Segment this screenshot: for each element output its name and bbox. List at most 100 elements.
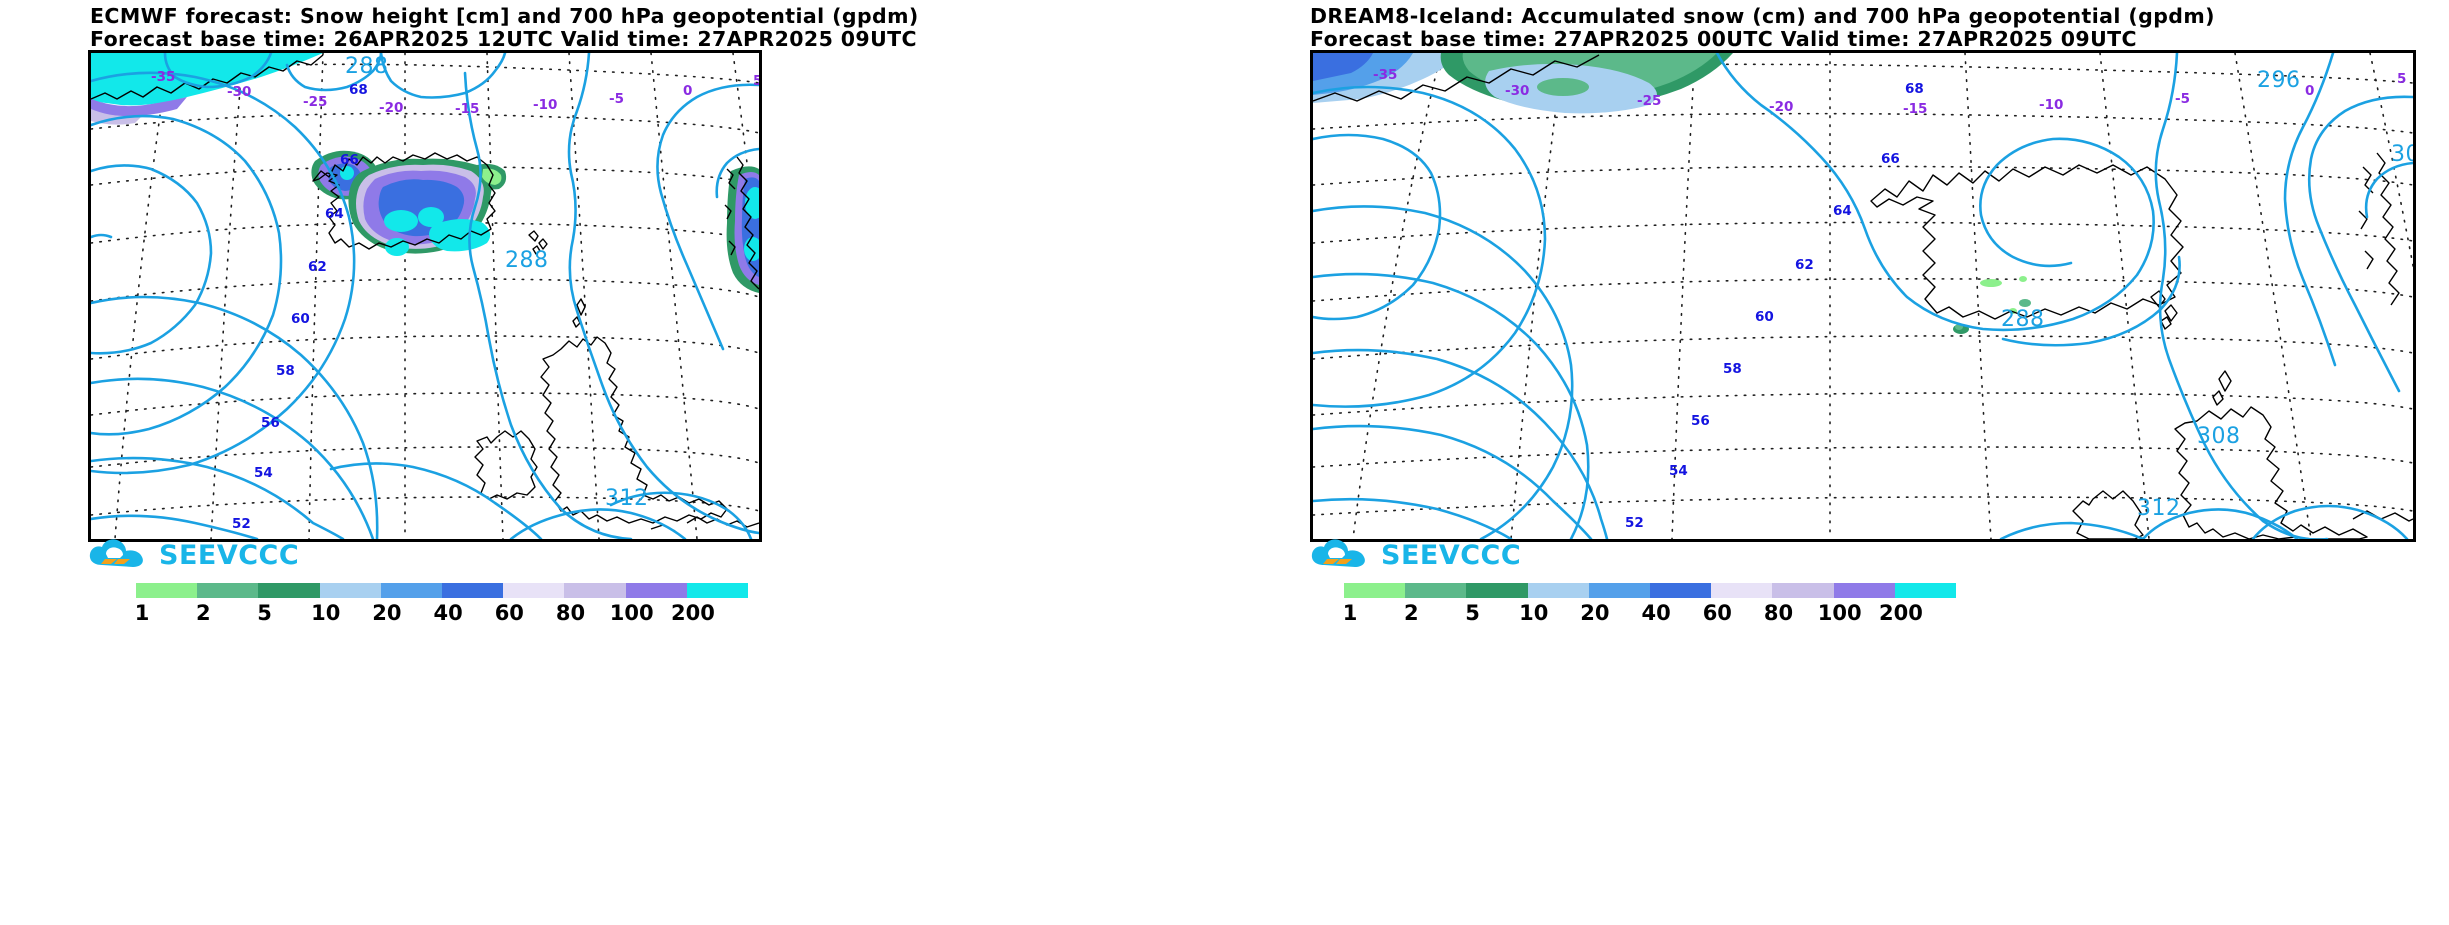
seevccc-logo: SEEVCCC [1310,538,1521,572]
colorbar-swatch [442,583,504,598]
colorbar-swatch [1772,583,1834,598]
colorbar-tick-label: 40 [433,601,463,625]
colorbar-swatch [686,583,749,598]
colorbar-tick-label: 10 [1519,601,1549,625]
colorbar-tick-label: 100 [609,601,654,625]
svg-text:-25: -25 [1637,93,1661,109]
svg-text:312: 312 [605,486,649,511]
colorbar-swatch [1650,583,1712,598]
colorbar-swatch [1833,583,1895,598]
colorbar-tick-label: 1 [1342,601,1358,625]
svg-text:54: 54 [1669,463,1688,479]
svg-text:288: 288 [345,54,389,79]
colorbar-swatch [1344,583,1406,598]
svg-text:52: 52 [1625,515,1644,531]
logo-text: SEEVCCC [159,539,300,571]
contour-labels: 288 288 312 [345,54,649,511]
svg-text:66: 66 [340,152,359,168]
svg-text:64: 64 [1833,203,1852,219]
colorbar-tick-label: 1 [134,601,150,625]
colorbar-swatch [1588,583,1651,598]
contour-labels: 296 30 288 308 312 [2001,68,2413,521]
colorbar-swatch [380,583,443,598]
panel-title: ECMWF forecast: Snow height [cm] and 700… [90,4,919,28]
svg-text:60: 60 [1755,309,1774,325]
panel-titles-dream8: DREAM8-Iceland: Accumulated snow (cm) an… [1310,5,2430,51]
colorbar-swatch [1405,583,1467,598]
map-ecmwf[interactable]: 288 288 312 68 66 64 62 60 58 56 54 [88,50,762,542]
colorbar-swatch [1711,583,1773,598]
colorbar-ticks: 1 2 5 10 20 40 60 80 100 200 [1342,601,1956,627]
panel-dream8: DREAM8-Iceland: Accumulated snow (cm) an… [1224,0,2448,925]
svg-text:-35: -35 [1373,67,1397,83]
colorbar-swatch [1894,583,1957,598]
colorbar-tick-label: 200 [670,601,715,625]
cloud-icon [89,539,143,567]
colorbar-tick-label: 5 [257,601,272,625]
geopotential-contours [1313,53,2413,539]
colorbar-swatch [258,583,320,598]
longitude-labels: -35 -30 -25 -20 -15 -10 -5 0 5 [151,69,759,117]
colorbar-swatch [1466,583,1528,598]
colorbar-swatch [197,583,259,598]
colorbar-ticks: 1 2 5 10 20 40 60 80 100 200 [134,601,748,627]
svg-text:296: 296 [2257,68,2301,93]
panel-title: DREAM8-Iceland: Accumulated snow (cm) an… [1310,4,2215,28]
map-dream8[interactable]: 296 30 288 308 312 68 66 64 62 60 58 [1310,50,2416,542]
colorbar-tick-label: 40 [1641,601,1671,625]
colorbar-tick-label: 2 [196,601,211,625]
colorbar-gradient [136,583,749,598]
svg-text:52: 52 [232,516,251,532]
latitude-labels: 68 66 64 62 60 58 56 54 52 50 [232,82,368,532]
seevccc-logo: SEEVCCC [88,538,299,572]
colorbar-tick-label: 60 [494,601,524,625]
colorbar-ecmwf: 1 2 5 10 20 40 60 80 100 200 [134,583,749,627]
svg-text:288: 288 [2001,307,2045,332]
svg-text:-35: -35 [151,69,175,85]
svg-text:-10: -10 [533,97,557,113]
svg-text:-20: -20 [1769,99,1793,115]
colorbar-gradient [1344,583,1957,598]
panel-subtitle: Forecast base time: 27APR2025 00UTC Vali… [1310,27,2137,51]
svg-text:56: 56 [261,415,280,431]
colorbar-swatch [1527,583,1589,598]
colorbar-tick-label: 60 [1702,601,1732,625]
svg-text:62: 62 [308,259,327,275]
colorbar-tick-label: 80 [1763,601,1794,625]
coastlines [91,54,759,532]
colorbar-tick-label: 200 [1878,601,1923,625]
svg-text:58: 58 [276,363,295,379]
latitude-labels: 68 66 64 62 60 58 56 54 52 50 [1625,81,1924,531]
geopotential-contours [91,53,759,539]
svg-text:-25: -25 [303,94,327,110]
svg-text:-20: -20 [379,100,403,116]
svg-text:30: 30 [2391,142,2413,167]
svg-text:62: 62 [1795,257,1814,273]
colorbar-swatch [136,583,198,598]
colorbar-swatch [319,583,381,598]
svg-text:288: 288 [505,248,549,273]
colorbar-tick-label: 5 [1465,601,1480,625]
colorbar-tick-label: 2 [1404,601,1419,625]
svg-text:56: 56 [1691,413,1710,429]
svg-text:5: 5 [2397,71,2406,87]
svg-text:60: 60 [291,311,310,327]
svg-text:66: 66 [1881,151,1900,167]
colorbar-tick-label: 100 [1817,601,1862,625]
svg-text:54: 54 [254,465,273,481]
svg-text:64: 64 [325,206,344,222]
colorbar-swatch [503,583,565,598]
logo-text: SEEVCCC [1381,539,1522,571]
svg-text:-15: -15 [455,101,479,117]
svg-text:5: 5 [753,73,759,89]
cloud-icon [1311,539,1365,567]
svg-text:-15: -15 [1903,101,1927,117]
svg-text:312: 312 [2137,496,2181,521]
colorbar-tick-label: 20 [372,601,402,625]
svg-text:308: 308 [2197,424,2241,449]
longitude-labels: -35 -30 -25 -20 -15 -10 -5 0 5 [1373,67,2406,117]
colorbar-tick-label: 20 [1580,601,1610,625]
svg-text:0: 0 [2305,83,2314,99]
snow-field-shading [1313,53,2031,334]
